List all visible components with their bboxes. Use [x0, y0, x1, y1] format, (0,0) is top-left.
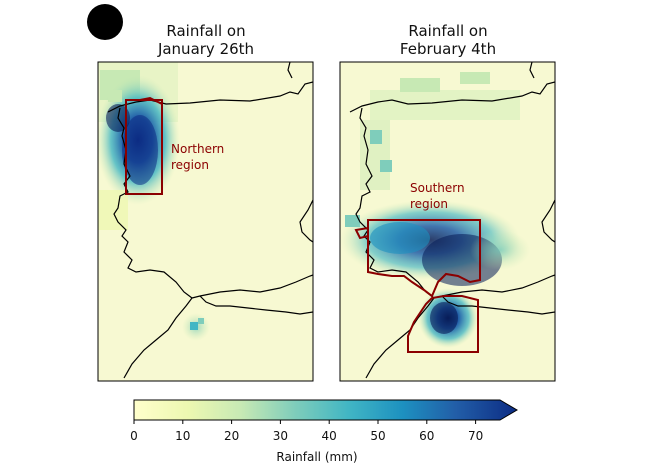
region-label-line1: Northern: [171, 142, 224, 156]
colorbar-tick-label: 20: [224, 429, 239, 443]
map-frame: [97, 61, 314, 382]
colorbar-tick-label: 10: [175, 429, 190, 443]
panel-title-january: Rainfall on January 26th: [96, 22, 316, 58]
colorbar-label: Rainfall (mm): [276, 450, 357, 464]
colorbar-tick-label: 60: [419, 429, 434, 443]
colorbar-tick-label: 40: [322, 429, 337, 443]
rainfall-field: [98, 62, 210, 341]
map-frame: [339, 61, 556, 382]
colorbar-tick-label: 0: [130, 429, 138, 443]
colorbar-tick-label: 30: [273, 429, 288, 443]
colorbar-ticks: 0 10 20 30 40 50 60 70: [130, 420, 483, 443]
panel-marker-dot: [87, 4, 123, 40]
region-label-line1: Southern: [410, 181, 465, 195]
panel-title-line1: Rainfall on: [408, 22, 488, 40]
region-label-line2: region: [410, 197, 448, 211]
coastline: [349, 62, 555, 379]
panel-title-line1: Rainfall on: [166, 22, 246, 40]
map-panel-january: Northern region: [97, 61, 314, 382]
panel-title-line2: February 4th: [399, 40, 497, 58]
southern-region-outline: [367, 219, 481, 298]
colorbar: 0 10 20 30 40 50 60 70 Rainfall (mm): [130, 399, 518, 464]
colorbar-bar: [133, 399, 518, 421]
panel-title-february: Rainfall on February 4th: [338, 22, 558, 58]
map-panel-february: Southern region: [339, 61, 556, 382]
colorbar-tick-label: 50: [370, 429, 385, 443]
colorbar-tick-label: 70: [468, 429, 483, 443]
panel-title-line2: January 26th: [157, 40, 255, 58]
southern-region-outline-lower: [407, 295, 479, 353]
region-label-line2: region: [171, 158, 209, 172]
